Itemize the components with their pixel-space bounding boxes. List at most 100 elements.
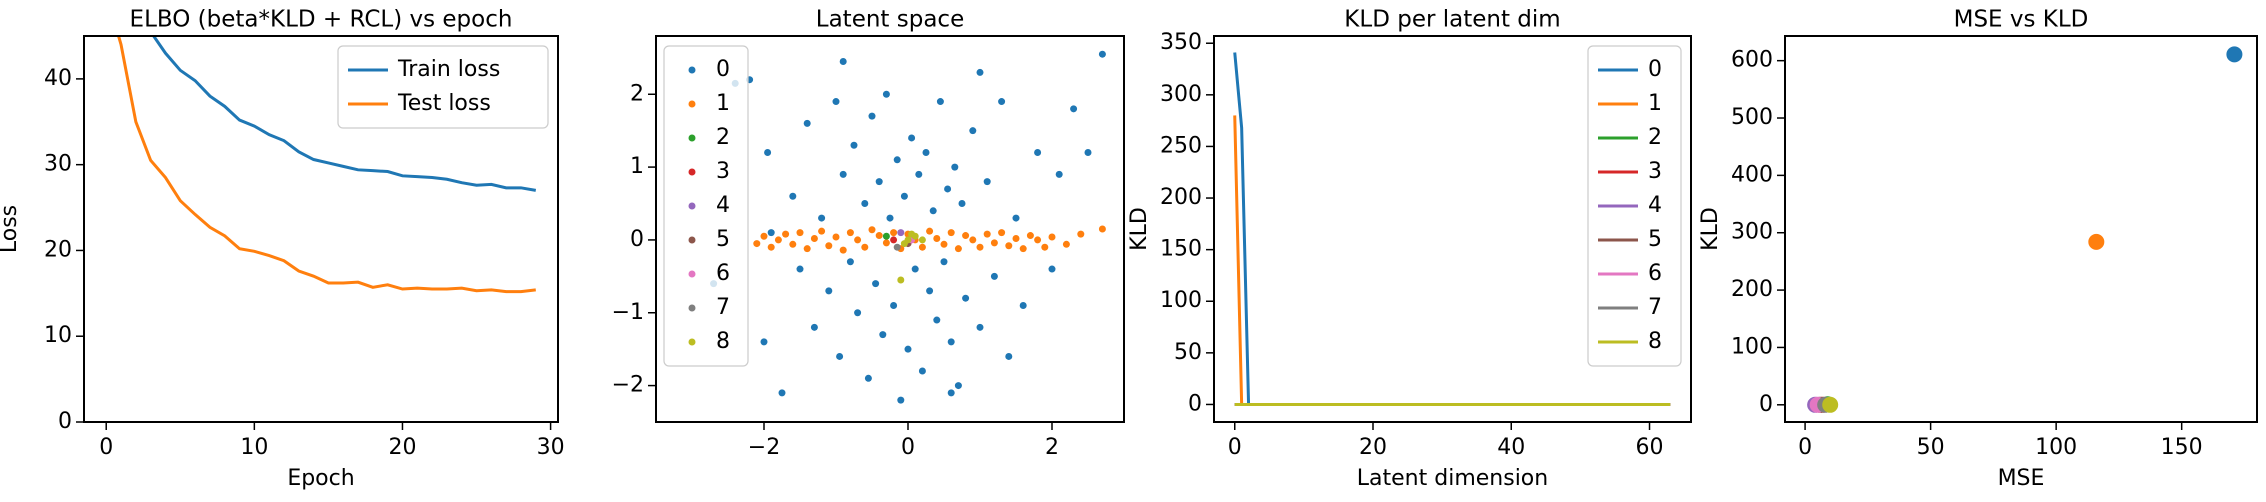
x-axis-label: Latent dimension [1357,466,1548,491]
point [915,170,923,178]
x-tick-label: 30 [537,435,565,460]
point [897,276,905,284]
y-tick-label: 0 [58,409,72,434]
point [767,229,775,237]
point [760,338,768,346]
y-tick-label: 350 [1160,30,1202,55]
point [890,236,898,244]
point [875,232,883,240]
point [810,323,818,331]
point [933,234,941,242]
point [962,232,970,240]
legend-label: 0 [1648,57,1662,82]
point [1048,233,1056,241]
point [1055,170,1063,178]
point [1062,240,1070,248]
point [767,243,775,251]
legend-label: 1 [716,91,730,116]
legend-swatch [688,304,696,312]
legend-label: 4 [1648,193,1662,218]
point [947,338,955,346]
point [868,112,876,120]
legend-box [337,45,549,129]
point [875,178,883,186]
point [947,389,955,397]
point [1026,232,1034,240]
point [929,207,937,215]
x-tick-label: 10 [240,435,268,460]
point [1822,396,1839,413]
x-tick-label: 2 [1045,435,1059,460]
x-tick-label: 60 [1636,435,1664,460]
y-tick-label: 0 [1759,392,1773,417]
plot-area [117,36,537,294]
point [940,258,948,266]
y-tick-label: 40 [44,66,72,91]
point [789,240,797,248]
point [1098,50,1106,58]
point [882,232,890,240]
chart-title: Latent space [816,7,964,33]
point [951,163,959,171]
legend-swatch [688,202,696,210]
axes-frame [1213,35,1692,423]
point [872,280,880,288]
point [753,240,761,248]
point [990,239,998,247]
point [1098,225,1106,233]
y-tick-label: 100 [1160,288,1202,313]
y-tick-label: 30 [44,152,72,177]
x-axis-label: MSE [1998,466,2045,491]
line-series [151,36,537,192]
point [810,234,818,242]
point [890,301,898,309]
point [911,265,919,273]
point [983,178,991,186]
chart-title: ELBO (beta*KLD + RCL) vs epoch [130,7,513,33]
point [774,236,782,244]
y-tick-label: 200 [1731,277,1773,302]
point [846,258,854,266]
point [933,316,941,324]
y-tick-label: −1 [612,300,644,325]
legend-label: 5 [716,227,730,252]
plot-area [1807,46,2243,413]
point [1077,230,1085,238]
point [897,396,905,404]
y-axis-label: Loss [0,205,22,253]
point [825,242,833,250]
y-tick-label: 300 [1160,82,1202,107]
y-tick-label: 1 [630,154,644,179]
point [886,214,894,222]
point [998,98,1006,106]
point [954,382,962,390]
point [778,389,786,397]
y-tick-label: 20 [44,237,72,262]
x-tick-label: 20 [388,435,416,460]
point [893,156,901,164]
point [1034,236,1042,244]
y-tick-label: 2 [630,81,644,106]
point [976,68,984,76]
y-tick-label: 200 [1160,185,1202,210]
legend-label: 6 [1648,261,1662,286]
y-axis-label: KLD [1127,207,1152,251]
y-tick-label: 300 [1731,220,1773,245]
point [1012,234,1020,242]
point [922,149,930,157]
point [796,229,804,237]
axes-frame [655,35,1125,423]
point [2088,233,2105,250]
y-tick-label: 600 [1731,48,1773,73]
y-axis-label: KLD [1698,207,1723,251]
point [832,98,840,106]
point [893,243,901,251]
point [879,331,887,339]
legend-swatch [688,270,696,278]
x-tick-label: 0 [901,435,915,460]
legend-label: 1 [1648,91,1662,116]
point [825,287,833,295]
plot-area [710,50,1106,404]
point [1041,243,1049,251]
x-tick-label: 0 [1228,435,1242,460]
